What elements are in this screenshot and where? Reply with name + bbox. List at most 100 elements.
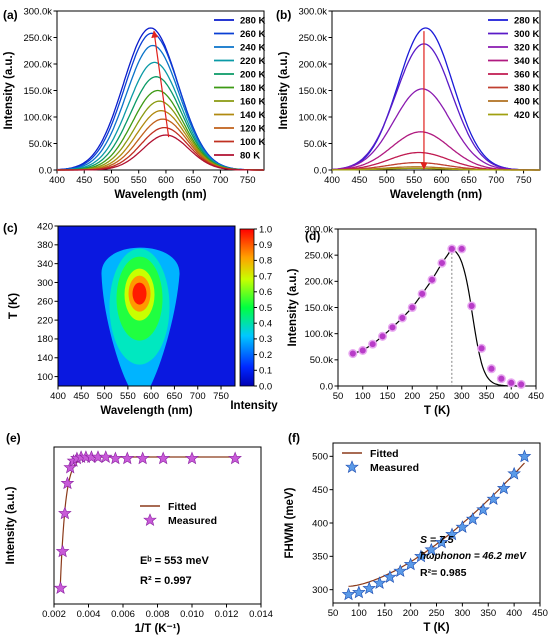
y-axis-label: Intensity (a.u.) (3, 51, 15, 129)
x-tick-label: 600 (143, 391, 159, 402)
data-point-star (393, 564, 407, 577)
x-axis-label: 1/T (K⁻¹) (135, 623, 181, 635)
legend-swatch-star (345, 460, 359, 473)
x-tick-label: 450 (532, 608, 548, 619)
colorbar-tick-label: 1.0 (259, 224, 272, 235)
x-tick-label: 500 (97, 391, 113, 402)
colorbar-label: Intensity (230, 400, 278, 412)
colorbar (239, 228, 255, 387)
x-tick-label: 200 (403, 608, 419, 619)
colorbar-tick-label: 0.0 (259, 381, 272, 392)
plot-frame (337, 228, 537, 387)
x-tick-label: 550 (131, 175, 147, 186)
x-tick-label: 700 (488, 175, 504, 186)
y-tick-label: 250.0k (304, 250, 333, 261)
x-tick-label: 750 (240, 175, 256, 186)
x-tick-label: 400 (506, 608, 522, 619)
legend-label: 320 K (514, 43, 539, 54)
colorbar-tick-label: 0.9 (259, 240, 272, 251)
heatmap-hotspot (132, 282, 147, 305)
x-tick-label: 600 (434, 175, 450, 186)
x-tick-label: 400 (324, 175, 340, 186)
panel-label: (d) (305, 229, 320, 243)
x-tick-label: 750 (516, 175, 532, 186)
data-point-star (383, 570, 397, 583)
panel-label: (c) (3, 221, 18, 235)
legend-label: 160 K (240, 97, 265, 108)
data-point-star (120, 451, 134, 465)
x-tick-label: 500 (379, 175, 395, 186)
data-point-star (486, 492, 500, 505)
y-tick-label: 500 (312, 452, 328, 463)
x-tick-label: 300 (454, 608, 470, 619)
y-tick-label: 300.0k (23, 6, 52, 17)
x-tick-label: 0.012 (215, 609, 239, 620)
data-point (397, 313, 407, 323)
annotation-r2: R² = 0.997 (140, 575, 192, 587)
data-point-star (136, 451, 150, 465)
panel-e: 0.002 0.004 0.006 0.008 0.010 0.012 0.014 1/T (… (5, 431, 273, 635)
data-point-star (466, 512, 480, 525)
y-tick-label: 400 (312, 518, 328, 529)
data-point-star (156, 451, 170, 465)
x-tick-label: 400 (50, 391, 66, 402)
x-tick-label: 100 (351, 608, 367, 619)
data-point-star (342, 587, 356, 601)
x-tick-label: 0.004 (77, 609, 101, 620)
data-point-star (228, 451, 242, 465)
y-tick-label: 0.0 (320, 381, 333, 392)
y-tick-label: 260 (37, 297, 53, 308)
y-tick-label: 0.0 (314, 165, 327, 176)
panel-c: 400 450 500 550 600 650 700 750 100 140 180 220 260 3… (3, 221, 278, 417)
legend-label: 180 K (240, 83, 265, 94)
y-tick-label: 200.0k (304, 277, 333, 288)
y-tick-label: 50.0k (29, 139, 52, 150)
y-tick-label: 300.0k (298, 6, 327, 17)
y-tick-label: 200.0k (298, 59, 327, 70)
panel-label: (e) (6, 431, 21, 445)
x-axis-label: Wavelength (nm) (114, 189, 206, 201)
data-point (348, 349, 358, 359)
legend-label: Measured (370, 462, 419, 474)
y-tick-label: 140 (37, 353, 53, 364)
data-point-star (476, 503, 490, 516)
panel-label: (a) (3, 8, 18, 22)
data-point (467, 301, 477, 311)
y-tick-label: 380 (37, 240, 53, 251)
spectrum-line-280k (331, 27, 540, 171)
x-tick-label: 100 (355, 391, 371, 402)
data-point-star (455, 520, 469, 533)
x-tick-label: 750 (213, 391, 229, 402)
trend-arrow (151, 30, 170, 138)
panel-d: 50 100 150 200 250 300 350 400 450 0.0 50.0k 100.0k… (287, 224, 544, 417)
x-tick-label: 50 (333, 391, 344, 402)
data-point-star (54, 581, 68, 594)
y-axis-label: T (K) (8, 293, 20, 319)
heatmap-field (101, 247, 180, 386)
legend-label: 100 K (240, 137, 265, 148)
legend-label: Fitted (370, 448, 399, 460)
x-tick-label: 400 (49, 175, 65, 186)
legend-label: 200 K (240, 70, 265, 81)
data-point (368, 339, 378, 349)
y-tick-label: 150.0k (298, 86, 327, 97)
x-tick-label: 600 (158, 175, 174, 186)
fit-curve (352, 247, 522, 387)
legend-label: 340 K (514, 56, 539, 67)
legend-label: 140 K (240, 110, 265, 121)
colorbar-tick-label: 0.6 (259, 287, 272, 298)
data-point-star (404, 557, 418, 571)
spectrum-line-80k (57, 134, 264, 171)
data-point (437, 258, 447, 268)
legend-label: Fitted (168, 501, 197, 513)
y-axis-label: Intensity (a.u.) (5, 486, 17, 564)
data-point (358, 345, 368, 355)
legend-label: 400 K (514, 97, 539, 108)
y-tick-label: 50.0k (310, 355, 333, 366)
spectrum-line-120k (57, 118, 264, 171)
x-tick-label: 50 (328, 608, 339, 619)
data-point-star (497, 481, 511, 495)
x-tick-label: 550 (120, 391, 136, 402)
y-tick-label: 350 (312, 552, 328, 563)
panel-label: (b) (276, 8, 291, 22)
